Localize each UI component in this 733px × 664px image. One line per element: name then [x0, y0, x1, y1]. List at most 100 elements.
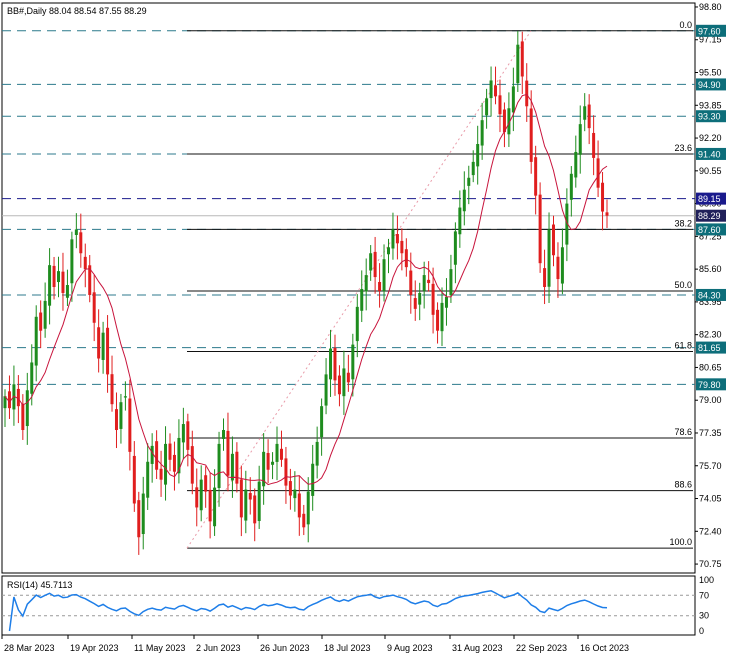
- candle-body: [578, 124, 582, 155]
- candles-layer: [3, 30, 609, 555]
- rsi-axis-label: 30: [699, 611, 709, 621]
- candle-body: [489, 80, 493, 99]
- price-axis-label: 98.80: [699, 2, 722, 12]
- candle-body: [34, 316, 38, 366]
- candle-body: [373, 251, 377, 278]
- price-axis-label: 95.50: [699, 68, 722, 78]
- time-axis-label: 22 Sep 2023: [516, 643, 567, 653]
- candle-body: [61, 271, 65, 293]
- fib-label: 23.6: [674, 143, 692, 153]
- candle-body: [57, 271, 61, 283]
- candle-body: [369, 253, 373, 271]
- candle-body: [440, 302, 444, 332]
- candle-body: [587, 104, 591, 129]
- candle-body: [494, 85, 498, 97]
- axis-layer: 98.8097.1595.5093.8592.2090.5588.9087.25…: [1, 2, 726, 653]
- price-badge: [696, 209, 726, 222]
- candle-body: [333, 347, 337, 381]
- rsi-axis-label: 70: [699, 590, 709, 600]
- price-badge-label: 84.30: [698, 290, 721, 300]
- candle-body: [217, 443, 221, 489]
- candle-body: [337, 375, 341, 395]
- candle-body: [507, 108, 511, 135]
- candle-body: [538, 194, 542, 264]
- candle-body: [137, 500, 141, 538]
- candle-body: [596, 158, 600, 188]
- price-badge-label: 89.15: [698, 194, 721, 204]
- candle-body: [114, 409, 118, 431]
- candle-body: [418, 292, 422, 305]
- time-axis-label: 19 Apr 2023: [70, 643, 119, 653]
- price-axis-label: 74.05: [699, 494, 722, 504]
- candle-body: [39, 312, 43, 331]
- moving-average-line: [4, 93, 608, 486]
- price-axis-label: 87.25: [699, 231, 722, 241]
- price-axis-label: 85.60: [699, 264, 722, 274]
- candle-body: [248, 492, 252, 500]
- candle-body: [583, 106, 587, 120]
- candle-body: [320, 406, 324, 438]
- candle-body: [422, 275, 426, 291]
- candle-body: [172, 454, 176, 472]
- candle-body: [43, 300, 47, 329]
- price-axis-label: 80.65: [699, 362, 722, 372]
- fib-label: 78.6: [674, 427, 692, 437]
- candle-body: [395, 234, 399, 244]
- price-badge-label: 87.60: [698, 225, 721, 235]
- candle-body: [462, 189, 466, 212]
- candle-body: [106, 327, 110, 375]
- candle-body: [97, 327, 101, 359]
- candle-body: [159, 468, 163, 480]
- candle-body: [213, 487, 217, 527]
- candle-body: [155, 441, 159, 470]
- candle-body: [123, 396, 127, 398]
- price-panel-frame: [1, 2, 696, 574]
- candle-body: [52, 265, 56, 288]
- candle-body: [324, 374, 328, 406]
- candle-body: [601, 182, 605, 212]
- candle-body: [262, 451, 266, 487]
- candle-body: [230, 453, 234, 481]
- price-axis-label: 97.15: [699, 35, 722, 45]
- candle-body: [284, 458, 288, 486]
- price-badge: [696, 110, 726, 123]
- rsi-axis-label: 100: [699, 575, 714, 585]
- candle-body: [239, 479, 243, 518]
- ma-layer: [4, 93, 608, 486]
- candle-body: [592, 132, 596, 158]
- rsi-axis-label: 0: [699, 626, 704, 636]
- time-axis-label: 9 Aug 2023: [387, 643, 433, 653]
- candle-body: [132, 455, 136, 504]
- price-badge: [696, 192, 726, 205]
- candle-body: [92, 292, 96, 323]
- candle-body: [427, 279, 431, 284]
- price-badge: [696, 341, 726, 354]
- candle-body: [244, 489, 248, 521]
- price-badge-label: 81.65: [698, 343, 721, 353]
- candle-body: [181, 424, 185, 443]
- candle-body: [351, 344, 355, 380]
- candle-body: [83, 256, 87, 270]
- candle-body: [436, 309, 440, 331]
- fib-anchor-line: [186, 30, 532, 549]
- candle-body: [275, 443, 279, 462]
- candle-body: [520, 41, 524, 77]
- candle-body: [297, 493, 301, 518]
- candle-body: [195, 487, 199, 508]
- candle-body: [222, 430, 226, 439]
- candle-body: [177, 437, 181, 474]
- candle-body: [560, 247, 564, 284]
- time-axis-label: 16 Oct 2023: [580, 643, 629, 653]
- candle-body: [257, 481, 261, 522]
- candle-body: [382, 259, 386, 292]
- price-axis-label: 83.95: [699, 297, 722, 307]
- candle-body: [79, 232, 83, 254]
- time-axis-label: 26 Jun 2023: [260, 643, 310, 653]
- price-axis-label: 93.85: [699, 100, 722, 110]
- candle-body: [293, 489, 297, 499]
- candle-body: [146, 461, 150, 498]
- fib-label: 100.0: [669, 537, 692, 547]
- candle-body: [534, 157, 538, 196]
- time-axis-label: 18 Jul 2023: [324, 643, 371, 653]
